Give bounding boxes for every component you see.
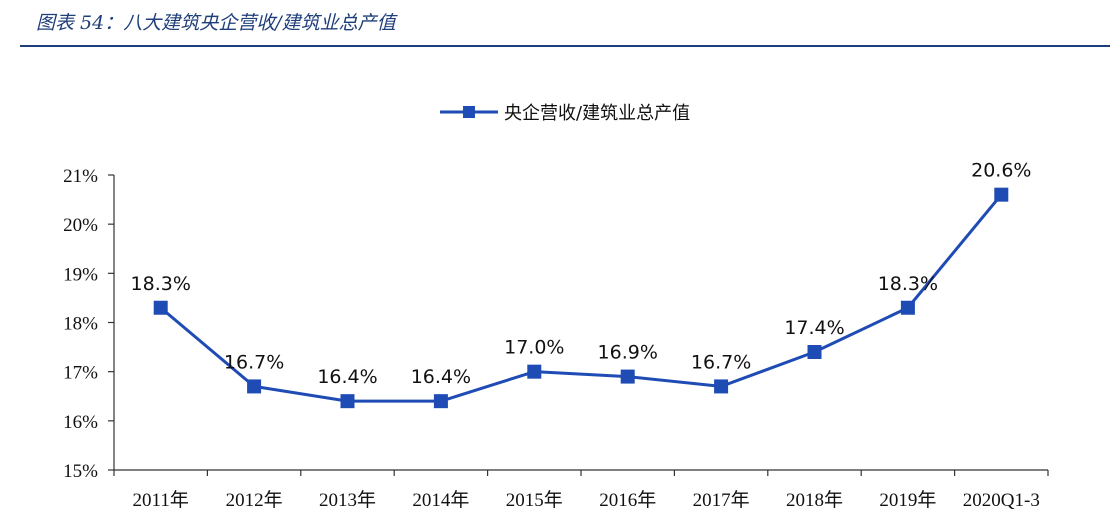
y-tick-label: 17% [63,363,98,384]
x-tick-label: 2013年 [319,489,376,511]
data-point [153,300,168,315]
x-tick-label: 2015年 [506,489,563,511]
y-tick-label: 20% [63,215,98,236]
x-tick-label: 2017年 [693,489,750,511]
x-tick-label: 2012年 [226,489,283,511]
x-tick-label: 2014年 [412,489,469,511]
data-point [900,300,915,315]
y-tick-label: 18% [63,314,98,335]
data-label: 18.3% [131,273,191,295]
data-label: 17.0% [504,337,564,359]
caption-rule [20,45,1110,47]
data-point [527,364,542,379]
x-tick-label: 2011年 [133,489,189,511]
axes [113,175,1048,471]
data-label: 16.9% [598,342,658,364]
data-point [807,345,822,359]
x-axis-ticks: 2011年 2012年 2013年 2014年 2015年 2016年 2017年 2018年… [113,470,1049,511]
data-point [340,394,355,409]
data-label: 20.6% [971,160,1031,182]
data-point [620,369,635,384]
data-point [247,379,262,394]
data-label: 16.7% [691,351,751,373]
data-label: 16.4% [317,366,377,388]
y-tick-label: 15% [63,461,98,482]
y-tick-label: 16% [63,412,98,433]
y-tick-label: 19% [63,264,98,285]
y-axis-ticks: 15% 16% 17% 18% 19% 20% 21% [63,166,114,482]
legend-label: 央企营收/建筑业总产值 [504,103,690,124]
x-tick-label: 2016年 [599,489,656,511]
data-label: 16.7% [224,351,284,373]
x-tick-label: 2018年 [786,489,843,511]
data-point [714,379,729,394]
data-label: 17.4% [784,317,844,339]
series-line [159,193,1003,403]
series [153,187,1009,409]
data-point [433,394,448,409]
y-tick-label: 21% [63,166,98,187]
data-labels: 18.3% 16.7% 16.4% 16.4% 17.0% 16.9% 16.7% 17.4%… [131,160,1032,388]
data-label: 18.3% [878,273,938,295]
legend: 央企营收/建筑业总产值 [440,103,690,124]
x-tick-label: 2020Q1-3 [963,490,1040,511]
x-tick-label: 2019年 [879,489,936,511]
data-label: 16.4% [411,366,471,388]
data-point [994,187,1009,202]
legend-marker [463,106,475,118]
figure-caption: 图表 54：八大建筑央企营收/建筑业总产值 [36,12,396,34]
